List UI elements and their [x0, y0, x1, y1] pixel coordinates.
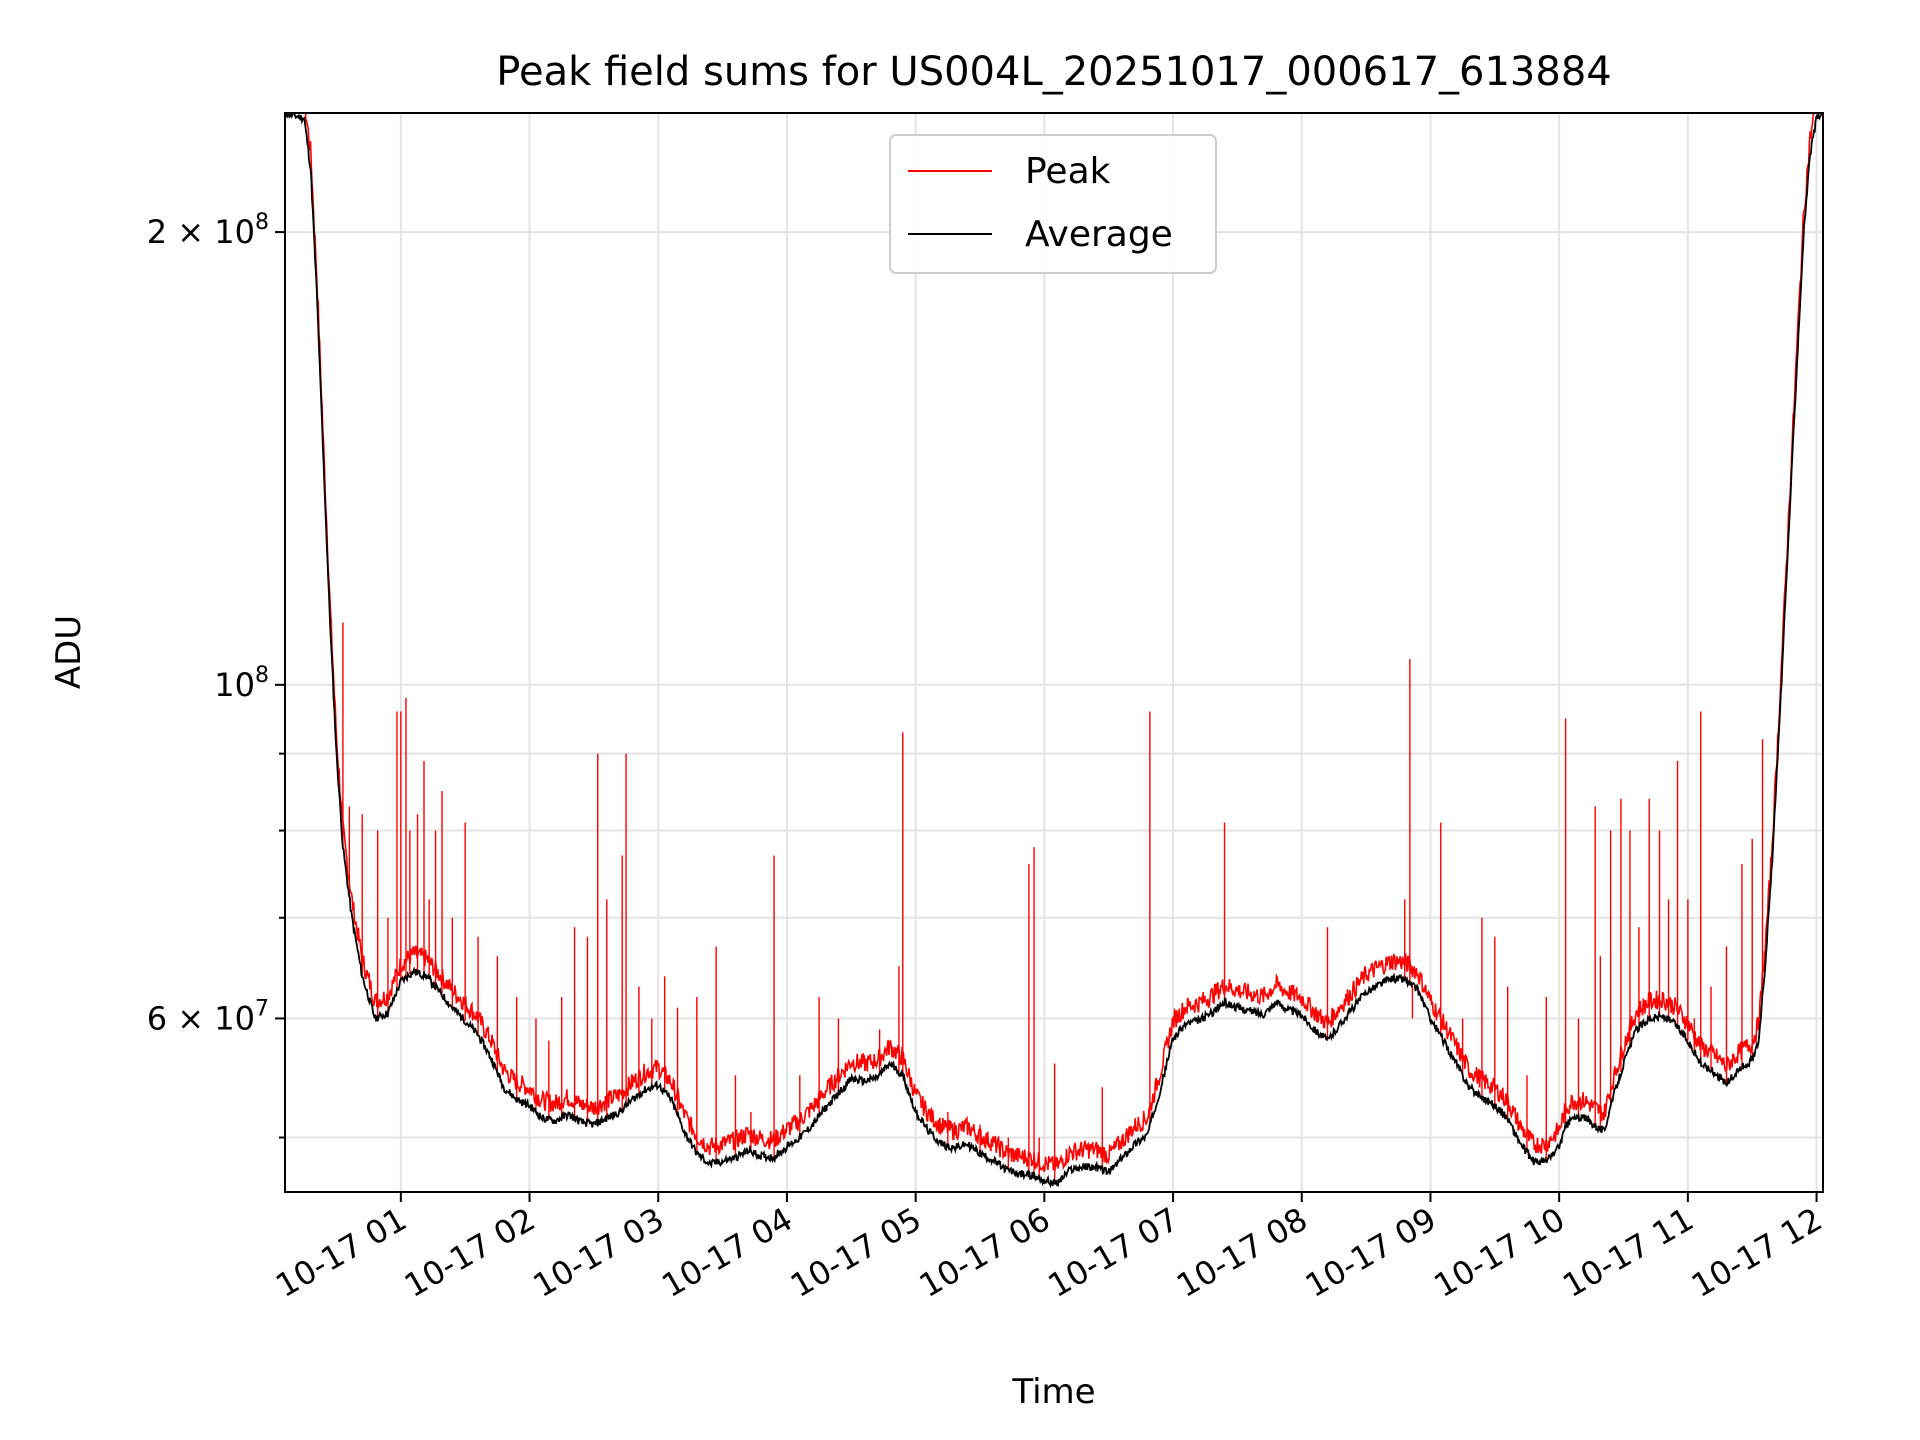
legend-box	[889, 134, 1217, 274]
chart-title: Peak field sums for US004L_20251017_0006…	[496, 49, 1611, 95]
y-tick-label: 6 × 107	[147, 996, 269, 1037]
y-tick-label: 2 × 108	[147, 210, 269, 251]
y-axis-label: ADU	[49, 615, 89, 689]
plot-frame	[284, 112, 1824, 1193]
legend-label-peak: Peak	[1025, 151, 1111, 192]
legend: Peak Average	[889, 134, 1217, 274]
y-tick-label: 108	[214, 663, 269, 704]
legend-label-average: Average	[1025, 214, 1173, 255]
average-series-line	[285, 113, 1823, 1189]
x-axis-label: Time	[1011, 1372, 1095, 1412]
series-layer	[285, 113, 1823, 1189]
